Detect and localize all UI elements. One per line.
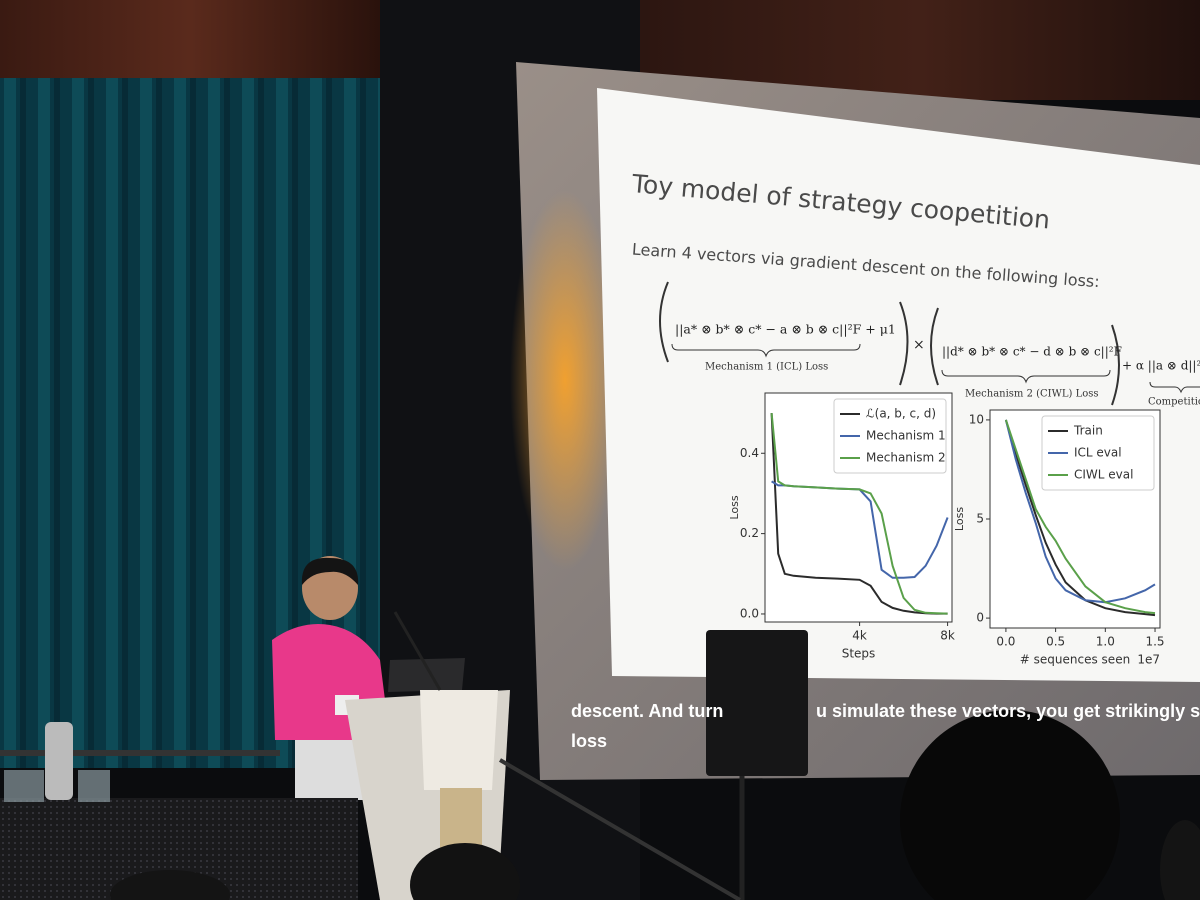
paren (899, 301, 909, 386)
legend-box (1041, 415, 1155, 491)
audience-head (110, 870, 230, 900)
x-axis-label: Steps (842, 647, 876, 661)
y-tick-label: 0.4 (740, 446, 759, 460)
caption: loss (571, 731, 607, 751)
x-axis-label: # sequences seen (1020, 653, 1130, 667)
legend-label: Mechanism 1 (866, 429, 946, 443)
y-tick-label: 5 (976, 512, 984, 526)
formula-term: ||a* ⊗ b* ⊗ c* − a ⊗ b ⊗ c||²F + μ1 (675, 322, 896, 337)
podium-panel (420, 690, 498, 790)
series-line (1004, 419, 1156, 615)
glasses (4, 770, 44, 802)
chart: 0.0 0.2 0.4 4k 8k Steps Loss ℒ(a, b, c, d) Mecha… (728, 392, 955, 661)
person-hair (301, 557, 359, 585)
y-axis-label: Loss (953, 507, 966, 531)
caption: u simulate these vectors, you get striki… (816, 701, 1200, 721)
formula-times: × (913, 337, 925, 353)
legend-box (833, 398, 947, 474)
audience-head (1160, 820, 1200, 900)
y-tick-label: 0 (976, 611, 984, 625)
paren (659, 281, 669, 363)
y-tick-label: 10 (969, 412, 984, 426)
laptop (388, 658, 465, 692)
y-axis-label: Loss (728, 495, 741, 519)
x-tick-label: 8k (940, 629, 955, 643)
paren (930, 307, 939, 386)
series-line (1004, 419, 1156, 617)
foreground: descent. And turn u simulate these vecto… (0, 556, 1200, 900)
charts: 0.0 0.2 0.4 4k 8k Steps Loss ℒ(a, b, c, d) Mecha… (728, 392, 1165, 667)
table-edge (0, 750, 280, 756)
chart: 0 5 10 0.0 0.5 1.0 1.5 # sequences seen Loss 1e7 T… (953, 409, 1165, 667)
legend-label: Mechanism 2 (866, 451, 946, 465)
x-tick-label: 1.0 (1096, 635, 1115, 649)
y-tick-label: 0.2 (740, 526, 759, 540)
series-line (770, 413, 948, 615)
legend-label: ℒ(a, b, c, d) (866, 407, 936, 421)
underbrace (671, 343, 861, 358)
brace-label: Mechanism 2 (CIWL) Loss (965, 389, 1099, 400)
water-pitcher (45, 722, 73, 800)
series-line (770, 413, 948, 615)
audience-head (900, 710, 1120, 900)
x-tick-label: 1.5 (1145, 635, 1164, 649)
stair-rail (498, 758, 742, 900)
legend-label: CIWL eval (1074, 468, 1133, 482)
audience-head (410, 843, 520, 900)
underbrace (941, 369, 1111, 384)
x-tick-label: 4k (852, 629, 867, 643)
x-tick-label: 0.0 (996, 635, 1015, 649)
microphone (393, 611, 442, 691)
legend-label: ICL eval (1074, 446, 1122, 460)
paren (1111, 324, 1120, 406)
light-glow (510, 190, 620, 570)
brace-label: Mechanism 1 (ICL) Loss (705, 362, 828, 373)
x-offset-label: 1e7 (1137, 653, 1160, 667)
underbrace (1149, 381, 1200, 394)
formula-term: + α ||a ⊗ d||²F (1122, 359, 1200, 373)
brace-label: Competitio (1148, 397, 1200, 408)
series-line (1004, 419, 1156, 604)
x-tick-label: 0.5 (1046, 635, 1065, 649)
podium-wood (440, 788, 482, 848)
y-tick-label: 0.0 (740, 606, 759, 620)
glasses (78, 770, 110, 802)
formula-term: ||d* ⊗ b* ⊗ c* − d ⊗ b ⊗ c||²F (942, 345, 1122, 359)
legend-label: Train (1073, 424, 1103, 438)
caption: descent. And turn (571, 701, 723, 721)
speaker-box (706, 630, 808, 776)
